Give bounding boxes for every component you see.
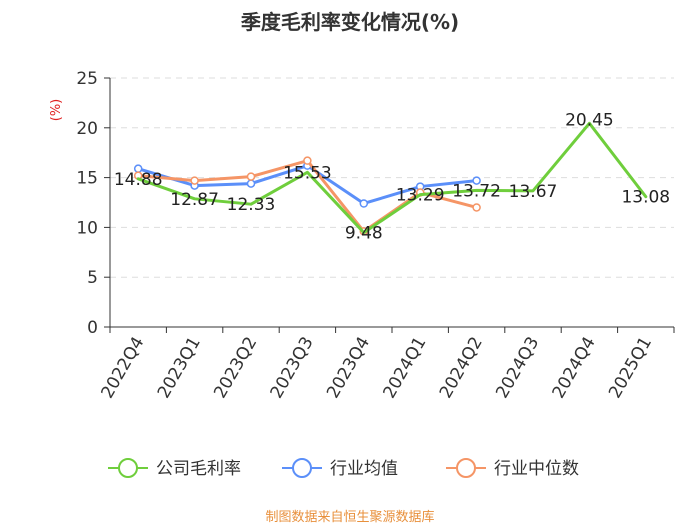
data-label: 20.45 <box>565 110 614 130</box>
legend-marker <box>456 458 476 478</box>
data-point <box>359 199 369 208</box>
legend: 公司毛利率 行业均值 行业中位数 <box>108 458 579 479</box>
y-tick-label: 15 <box>76 169 98 189</box>
y-tick-label: 20 <box>76 119 98 139</box>
legend-marker <box>292 458 312 478</box>
y-tick-label: 25 <box>76 69 98 89</box>
x-tick-label: 2024Q2 <box>436 333 487 401</box>
data-label: 12.33 <box>227 195 276 215</box>
data-label: 14.88 <box>114 170 163 190</box>
data-point <box>303 156 312 165</box>
x-tick-label: 2023Q1 <box>154 334 205 402</box>
y-tick-labels: 0 5 10 15 20 25 <box>76 69 98 338</box>
data-point <box>246 179 256 188</box>
y-tick-label: 10 <box>76 218 98 238</box>
y-axis-unit: (%) <box>49 99 64 122</box>
grid-lines <box>110 77 674 278</box>
y-tick-label: 0 <box>87 318 98 338</box>
legend-marker <box>118 458 138 478</box>
data-label: 13.67 <box>509 182 558 202</box>
data-labels: 14.88 12.87 12.33 15.53 9.48 13.29 13.72 13.67 2… <box>114 110 670 243</box>
data-label: 9.48 <box>345 224 383 244</box>
series-lines <box>133 121 648 236</box>
data-point <box>472 176 481 185</box>
legend-label: 行业中位数 <box>494 459 579 479</box>
data-point <box>246 172 256 181</box>
data-label: 15.53 <box>283 163 332 183</box>
data-point <box>472 203 481 212</box>
y-tick-label: 5 <box>87 268 98 288</box>
x-tick-label: 2023Q3 <box>267 334 318 402</box>
x-tick-label: 2023Q4 <box>323 334 374 402</box>
x-tick-label: 2022Q4 <box>97 334 148 402</box>
legend-label: 公司毛利率 <box>156 459 241 479</box>
x-tick-label: 2025Q1 <box>605 334 656 402</box>
source-note: 制图数据来自恒生聚源数据库 <box>265 510 435 525</box>
x-tick-label: 2023Q2 <box>210 334 261 402</box>
x-tick-label: 2024Q1 <box>379 334 430 402</box>
data-point <box>190 176 199 185</box>
legend-label: 行业均值 <box>330 459 398 479</box>
data-label: 13.29 <box>396 186 445 206</box>
series-line <box>136 121 648 235</box>
x-tick-labels: 2022Q4 2023Q1 2023Q2 2023Q3 2023Q4 2024Q1 2024… <box>97 333 656 401</box>
data-label: 12.87 <box>170 190 219 210</box>
chart-title: 季度毛利率变化情况(%) <box>240 10 460 34</box>
data-label: 13.08 <box>621 188 670 208</box>
data-label: 13.72 <box>452 181 501 201</box>
x-tick-label: 2024Q4 <box>549 334 600 402</box>
axes <box>104 77 675 333</box>
x-tick-label: 2024Q3 <box>492 334 543 402</box>
